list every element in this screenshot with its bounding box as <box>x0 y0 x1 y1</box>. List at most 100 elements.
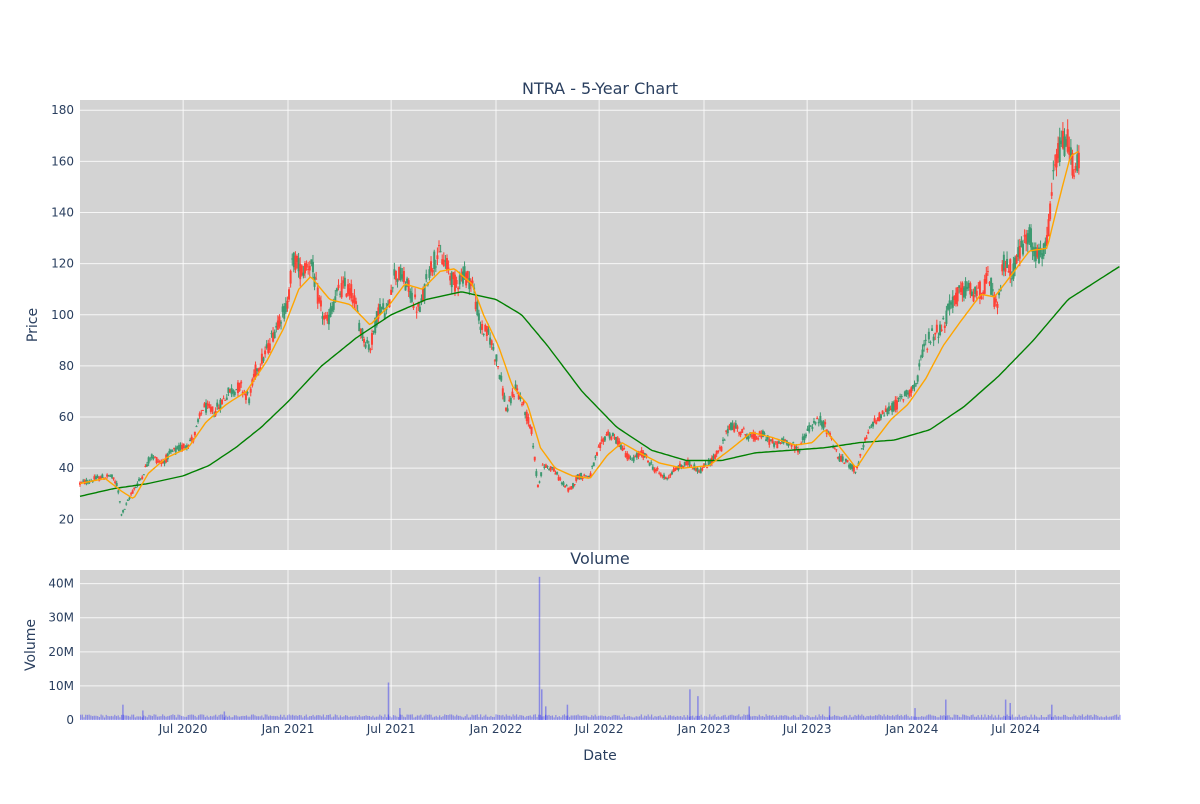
volume-bar <box>806 715 808 720</box>
price-candle-body <box>624 453 627 458</box>
price-candle-body <box>1009 259 1012 277</box>
price-candle-body <box>332 301 335 310</box>
volume-bar <box>881 716 883 720</box>
x-tick-label: Jan 2021 <box>261 722 315 736</box>
volume-bar <box>830 716 832 720</box>
price-candle-body <box>343 277 346 287</box>
price-candle-body <box>340 283 343 298</box>
price-candle-body <box>289 270 292 284</box>
price-candle-body <box>110 474 113 478</box>
volume-bar <box>941 715 943 720</box>
volume-bar <box>755 715 757 720</box>
price-candle-body <box>431 270 434 273</box>
volume-bar <box>507 715 509 720</box>
price-candle-body <box>986 271 989 273</box>
price-candle-body <box>396 279 399 282</box>
volume-bar <box>445 714 448 720</box>
price-candle-body <box>797 449 800 453</box>
volume-bar <box>652 717 654 720</box>
volume-bar <box>420 714 422 720</box>
price-candle-body <box>998 292 1001 296</box>
price-candle-body <box>418 306 421 313</box>
volume-bar <box>1102 717 1104 720</box>
price-candle-body <box>766 435 769 440</box>
volume-bar <box>719 717 721 720</box>
volume-bar <box>763 716 766 720</box>
volume-bar <box>114 714 116 720</box>
price-candle-body <box>505 407 508 411</box>
volume-bar <box>473 715 475 720</box>
price-candle-body <box>805 434 808 437</box>
price-candle-body <box>423 284 426 299</box>
price-candle-body <box>645 454 648 457</box>
price-candle-body <box>726 428 729 434</box>
price-candle-body <box>994 298 997 303</box>
volume-bar <box>406 714 408 720</box>
price-candle-body <box>331 305 334 312</box>
volume-bar <box>291 714 294 720</box>
price-candle-body <box>903 391 906 397</box>
volume-bar <box>1008 715 1010 720</box>
price-candle-body <box>441 259 444 265</box>
volume-bar <box>1069 717 1072 720</box>
price-candle-body <box>712 455 715 459</box>
volume-bar <box>223 711 226 720</box>
volume-bar <box>960 717 962 720</box>
volume-bar <box>1100 716 1102 720</box>
price-candle-body <box>93 476 96 480</box>
price-candle-body <box>1074 166 1077 171</box>
price-candle-body <box>611 433 614 437</box>
price-candle-body <box>479 326 482 330</box>
volume-bar <box>141 717 143 720</box>
price-candle-body <box>811 427 814 429</box>
volume-bar <box>777 716 779 720</box>
volume-bar <box>933 715 935 720</box>
volume-bar <box>568 716 571 720</box>
volume-bar <box>471 714 473 720</box>
price-candle-body <box>586 476 589 478</box>
volume-bar <box>862 715 865 720</box>
volume-bar <box>1042 717 1044 720</box>
volume-bar <box>811 716 813 720</box>
price-y-tick-label: 60 <box>59 410 74 424</box>
x-tick-label: Jul 2022 <box>574 722 624 736</box>
volume-bar <box>290 715 292 720</box>
volume-bar <box>685 717 687 720</box>
price-candle-body <box>490 340 493 346</box>
price-candle-body <box>549 466 552 471</box>
price-candle-body <box>859 454 862 456</box>
volume-bar <box>356 716 359 720</box>
volume-bar <box>493 716 495 720</box>
volume-bar <box>794 715 796 720</box>
price-candle-body <box>544 464 547 468</box>
price-candle-body <box>806 428 809 431</box>
price-candle-body <box>286 300 289 309</box>
price-candle-body <box>942 318 945 320</box>
volume-bar <box>185 716 188 720</box>
price-candle-body <box>647 460 650 463</box>
volume-bar <box>1023 716 1025 720</box>
price-candle-body <box>653 468 656 472</box>
volume-bar <box>83 717 85 720</box>
price-candle-body <box>862 444 865 448</box>
volume-bar <box>341 717 343 720</box>
price-candle-body <box>118 501 121 503</box>
price-candle-body <box>787 442 790 446</box>
volume-bar <box>315 715 318 720</box>
price-candle-body <box>230 387 233 395</box>
volume-bar <box>821 714 824 720</box>
volume-bar <box>673 715 675 720</box>
volume-bar <box>476 714 478 720</box>
price-candle-body <box>844 458 847 462</box>
price-candle-body <box>635 453 638 458</box>
volume-bar <box>457 715 460 720</box>
volume-bar <box>647 714 649 720</box>
volume-bar <box>536 717 538 720</box>
volume-bar <box>529 715 531 720</box>
volume-bar <box>553 717 555 720</box>
price-candle-body <box>887 406 890 411</box>
volume-bar <box>945 699 947 720</box>
volume-bar <box>613 714 615 720</box>
volume-bar <box>541 716 543 720</box>
volume-bar <box>704 715 706 720</box>
